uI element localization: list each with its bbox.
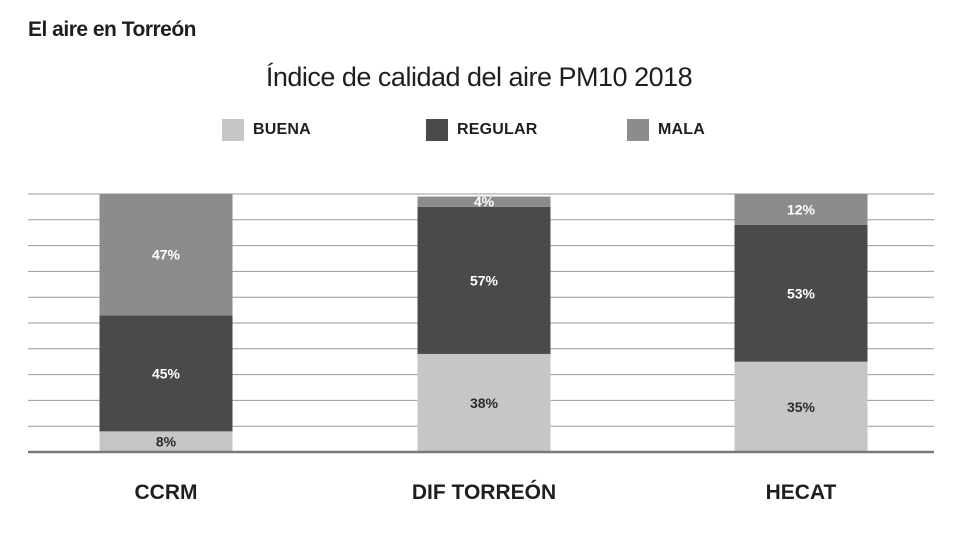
legend-label-mala: MALA bbox=[658, 121, 706, 138]
legend-item-regular: REGULAR bbox=[426, 119, 538, 141]
chart-legend: BUENA REGULAR MALA bbox=[0, 119, 958, 143]
legend-item-mala: MALA bbox=[627, 119, 705, 141]
legend-item-buena: BUENA bbox=[222, 119, 311, 141]
legend-swatch-mala bbox=[627, 119, 649, 141]
bar-segment-regular bbox=[99, 315, 233, 432]
data-label: 57% bbox=[470, 272, 499, 288]
data-label: 8% bbox=[156, 434, 177, 450]
bar-segment-buena bbox=[99, 431, 233, 452]
legend-swatch-regular bbox=[426, 119, 448, 141]
legend-label-buena: BUENA bbox=[253, 121, 311, 138]
category-label: DIF TORREÓN bbox=[412, 480, 556, 504]
category-label: HECAT bbox=[766, 481, 837, 504]
bar-segment-buena bbox=[417, 353, 551, 452]
data-label: 47% bbox=[152, 247, 181, 263]
data-label: 12% bbox=[787, 201, 816, 217]
legend-label-regular: REGULAR bbox=[457, 121, 538, 138]
chart-title: Índice de calidad del aire PM10 2018 bbox=[265, 62, 693, 92]
legend-swatch-buena bbox=[222, 119, 244, 141]
bar-segment-mala bbox=[417, 196, 551, 207]
data-label: 38% bbox=[470, 395, 499, 411]
bar-segment-regular bbox=[734, 224, 868, 362]
bar-segment-mala bbox=[99, 194, 233, 316]
category-label: CCRM bbox=[135, 481, 198, 504]
bar-segment-buena bbox=[734, 361, 868, 452]
data-label: 4% bbox=[474, 194, 495, 210]
data-label: 53% bbox=[787, 285, 816, 301]
section-title: El aire en Torreón bbox=[28, 18, 197, 41]
data-label: 35% bbox=[787, 399, 816, 415]
data-label: 45% bbox=[152, 365, 181, 381]
bar-segment-mala bbox=[734, 194, 868, 225]
bar-segment-regular bbox=[417, 206, 551, 354]
